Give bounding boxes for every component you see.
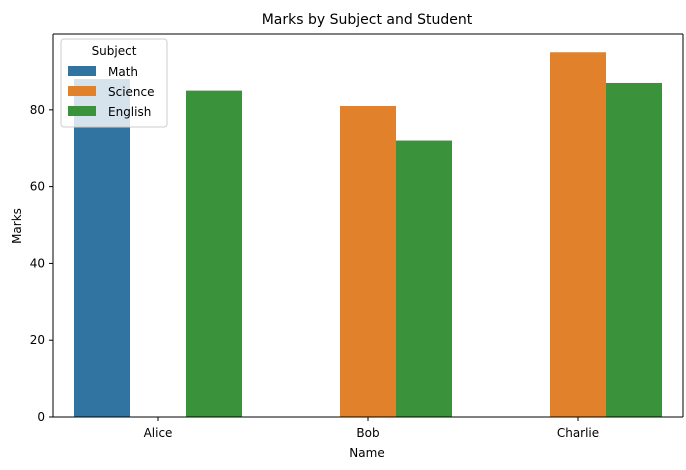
bars [74,52,662,418]
x-tick-label: Alice [144,426,173,440]
legend-swatch-math [68,66,96,76]
bar-science-charlie [550,52,606,418]
x-axis-label: Name [349,446,384,460]
bar-english-alice [186,90,242,417]
y-tick-label: 80 [30,103,45,117]
y-tick-label: 60 [30,180,45,194]
x-axis-ticks: Alice Bob Charlie [144,417,599,440]
legend-label-science: Science [108,85,155,99]
chart-title: Marks by Subject and Student [262,12,473,28]
y-axis-ticks: 0 20 40 60 80 [30,103,53,424]
legend: Subject Math Science English [60,38,168,128]
bar-english-bob [396,140,452,418]
y-tick-label: 20 [30,333,45,347]
x-tick-label: Charlie [557,426,599,440]
legend-title: Subject [92,44,137,58]
legend-label-math: Math [108,65,138,79]
legend-box [60,38,168,128]
plot-area: 0 20 40 60 80 Alice Bob Charlie [30,33,684,440]
y-axis-label: Marks [10,208,24,244]
x-tick-label: Bob [356,426,379,440]
legend-label-english: English [108,105,151,119]
y-tick-label: 40 [30,256,45,270]
bar-english-charlie [606,82,662,417]
y-tick-label: 0 [37,410,45,424]
legend-items: Math Science English [68,65,155,119]
legend-swatch-english [68,106,96,116]
bar-science-bob [340,105,396,418]
bar-math-alice [74,79,130,418]
legend-swatch-science [68,86,96,96]
